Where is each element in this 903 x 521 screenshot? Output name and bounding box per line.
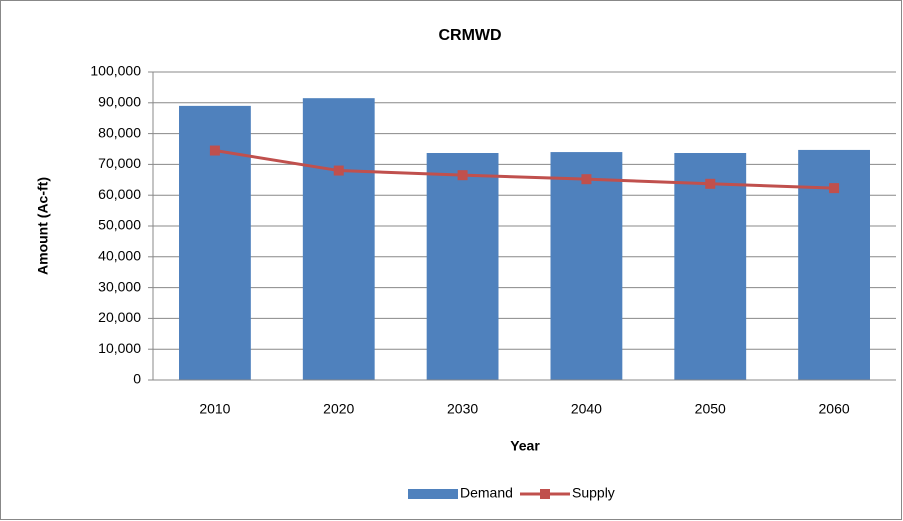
legend-marker — [540, 489, 550, 499]
legend-label: Supply — [572, 485, 615, 501]
x-axis-label: Year — [510, 438, 540, 454]
bar — [302, 98, 375, 381]
marker — [829, 183, 840, 194]
y-tick-label: 100,000 — [90, 63, 141, 79]
x-tick-label: 2050 — [695, 401, 726, 417]
bar — [550, 152, 623, 380]
y-axis-label: Amount (Ac-ft) — [35, 177, 51, 275]
y-tick-label: 60,000 — [98, 186, 141, 202]
y-tick-label: 30,000 — [98, 278, 141, 294]
x-tick-label: 2030 — [447, 401, 478, 417]
marker — [209, 145, 220, 156]
legend-label: Demand — [460, 485, 513, 501]
y-tick-label: 10,000 — [98, 340, 141, 356]
marker — [457, 170, 468, 181]
marker — [333, 165, 344, 176]
y-tick-label: 80,000 — [98, 124, 141, 140]
marker — [581, 174, 592, 185]
x-tick-label: 2010 — [199, 401, 230, 417]
y-tick-label: 20,000 — [98, 309, 141, 325]
x-tick-label: 2040 — [571, 401, 602, 417]
chart-title: CRMWD — [438, 27, 501, 44]
y-tick-label: 40,000 — [98, 248, 141, 264]
y-tick-label: 90,000 — [98, 94, 141, 110]
line — [214, 149, 835, 190]
bar — [426, 153, 499, 380]
y-tick-label: 70,000 — [98, 155, 141, 171]
y-tick-label: 0 — [133, 371, 141, 387]
x-tick-label: 2020 — [323, 401, 354, 417]
x-tick-label: 2060 — [819, 401, 850, 417]
legend-swatch — [408, 489, 458, 499]
marker — [705, 178, 716, 189]
y-tick-label: 50,000 — [98, 217, 141, 233]
bar — [674, 153, 747, 380]
